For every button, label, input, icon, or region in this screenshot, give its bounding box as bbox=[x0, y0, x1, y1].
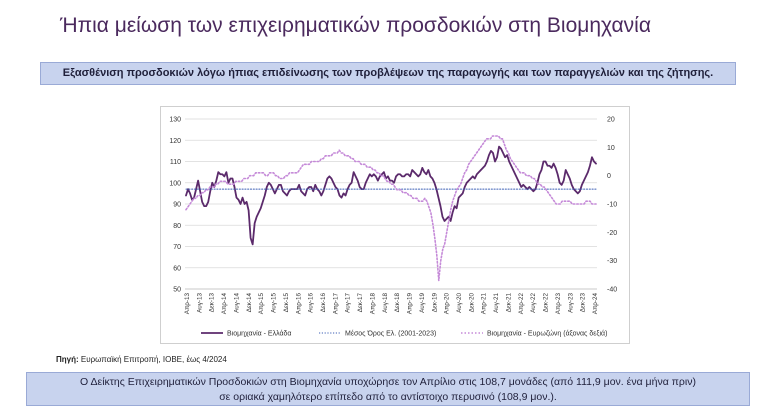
legend-greece-label: Βιομηχανία - Ελλάδα bbox=[227, 330, 291, 338]
x-tick-label: Δεκ-16 bbox=[320, 293, 327, 313]
y-right-tick-label: -10 bbox=[607, 202, 617, 209]
x-tick-label: Απρ-17 bbox=[332, 293, 339, 315]
x-tick-label: Αυγ-21 bbox=[493, 293, 500, 313]
x-tick-label: Απρ-13 bbox=[184, 293, 191, 315]
page-title: Ήπια μείωση των επιχειρηματικών προσδοκι… bbox=[60, 14, 651, 37]
summary-bar: Ο Δείκτης Επιχειρηματικών Προσδοκιών στη… bbox=[26, 372, 750, 406]
series-line-eurozone bbox=[185, 135, 597, 282]
source-label: Πηγή: bbox=[56, 355, 79, 364]
y-left-tick-label: 90 bbox=[173, 202, 181, 209]
x-tick-label: Δεκ-22 bbox=[543, 293, 550, 313]
x-tick-label: Δεκ-20 bbox=[468, 293, 475, 313]
y-left-tick-label: 70 bbox=[173, 244, 181, 251]
x-tick-label: Απρ-23 bbox=[555, 293, 562, 315]
source-text: Ευρωπαϊκή Επιτροπή, ΙΟΒΕ, έως 4/2024 bbox=[80, 355, 227, 364]
x-tick-label: Αυγ-22 bbox=[530, 293, 537, 313]
x-tick-label: Δεκ-14 bbox=[246, 293, 253, 313]
y-left-tick-label: 130 bbox=[169, 117, 181, 124]
source-note: Πηγή: Ευρωπαϊκή Επιτροπή, ΙΟΒΕ, έως 4/20… bbox=[56, 355, 227, 364]
x-tick-label: Αυγ-16 bbox=[308, 293, 315, 313]
y-left-tick-label: 80 bbox=[173, 223, 181, 230]
summary-line-1: Ο Δείκτης Επιχειρηματικών Προσδοκιών στη… bbox=[80, 376, 696, 388]
x-tick-label: Αυγ-23 bbox=[567, 293, 574, 313]
x-axis: Απρ-13 Αυγ-13 Δεκ-13 Απρ-14 Αυγ-14 Δεκ-14 Απρ-… bbox=[184, 293, 599, 315]
x-tick-label: Δεκ-21 bbox=[505, 293, 512, 313]
x-tick-label: Δεκ-15 bbox=[283, 293, 290, 313]
y-right-tick-label: -20 bbox=[607, 230, 617, 237]
y-right-tick-label: 0 bbox=[607, 173, 611, 180]
x-tick-label: Δεκ-13 bbox=[209, 293, 216, 313]
x-tick-label: Απρ-14 bbox=[221, 293, 228, 315]
x-tick-label: Απρ-15 bbox=[258, 293, 265, 315]
y-right-tick-label: -40 bbox=[607, 287, 617, 294]
chart-box: 50 60 70 80 90 100 110 120 130 -40 -30 -20 -10 0 10 20… bbox=[160, 106, 630, 344]
y-right-tick-label: 10 bbox=[607, 145, 615, 152]
legend-eurozone-label: Βιομηχανία - Ευρωζώνη (άξονας δεξιά) bbox=[487, 330, 607, 338]
y-right-tick-label: 20 bbox=[607, 117, 615, 124]
y-right-tick-label: -30 bbox=[607, 258, 617, 265]
chart-svg: 50 60 70 80 90 100 110 120 130 -40 -30 -20 -10 0 10 20… bbox=[169, 117, 617, 338]
x-tick-label: Δεκ-18 bbox=[394, 293, 401, 313]
x-tick-label: Απρ-22 bbox=[518, 293, 525, 315]
y-left-tick-label: 60 bbox=[173, 265, 181, 272]
legend: Βιομηχανία - Ελλάδα Μέσος Όρος Ελ. (2001-… bbox=[201, 330, 607, 338]
y-left-tick-label: 100 bbox=[169, 180, 181, 187]
y-axis-right: -40 -30 -20 -10 0 10 20 bbox=[607, 117, 617, 294]
y-left-tick-label: 50 bbox=[173, 287, 181, 294]
x-tick-label: Απρ-18 bbox=[369, 293, 376, 315]
x-tick-label: Απρ-20 bbox=[444, 293, 451, 315]
y-left-tick-label: 110 bbox=[170, 159, 181, 166]
summary-line-2: σε οριακά χαμηλότερο επίπεδο από το αντί… bbox=[219, 391, 557, 403]
legend-average-label: Μέσος Όρος Ελ. (2001-2023) bbox=[345, 330, 436, 338]
x-tick-label: Αυγ-13 bbox=[196, 293, 203, 313]
y-left-tick-label: 120 bbox=[169, 138, 181, 145]
x-tick-label: Απρ-16 bbox=[295, 293, 302, 315]
series-layer bbox=[185, 135, 597, 282]
x-tick-label: Απρ-24 bbox=[592, 293, 599, 315]
x-tick-label: Δεκ-23 bbox=[580, 293, 587, 313]
x-tick-label: Αυγ-15 bbox=[271, 293, 278, 313]
x-tick-label: Δεκ-17 bbox=[357, 293, 364, 313]
x-tick-label: Αυγ-19 bbox=[419, 293, 426, 313]
x-tick-label: Απρ-19 bbox=[407, 293, 414, 315]
subtitle-bar: Εξασθένιση προσδοκιών λόγω ήπιας επιδείν… bbox=[40, 62, 736, 85]
y-axis-left: 50 60 70 80 90 100 110 120 130 bbox=[169, 117, 181, 294]
x-tick-label: Αυγ-20 bbox=[456, 293, 463, 313]
x-tick-label: Αυγ-18 bbox=[382, 293, 389, 313]
x-tick-label: Απρ-21 bbox=[481, 293, 488, 315]
x-tick-label: Δεκ-19 bbox=[431, 293, 438, 313]
x-tick-label: Αυγ-14 bbox=[233, 293, 240, 313]
x-tick-label: Αυγ-17 bbox=[345, 293, 352, 313]
